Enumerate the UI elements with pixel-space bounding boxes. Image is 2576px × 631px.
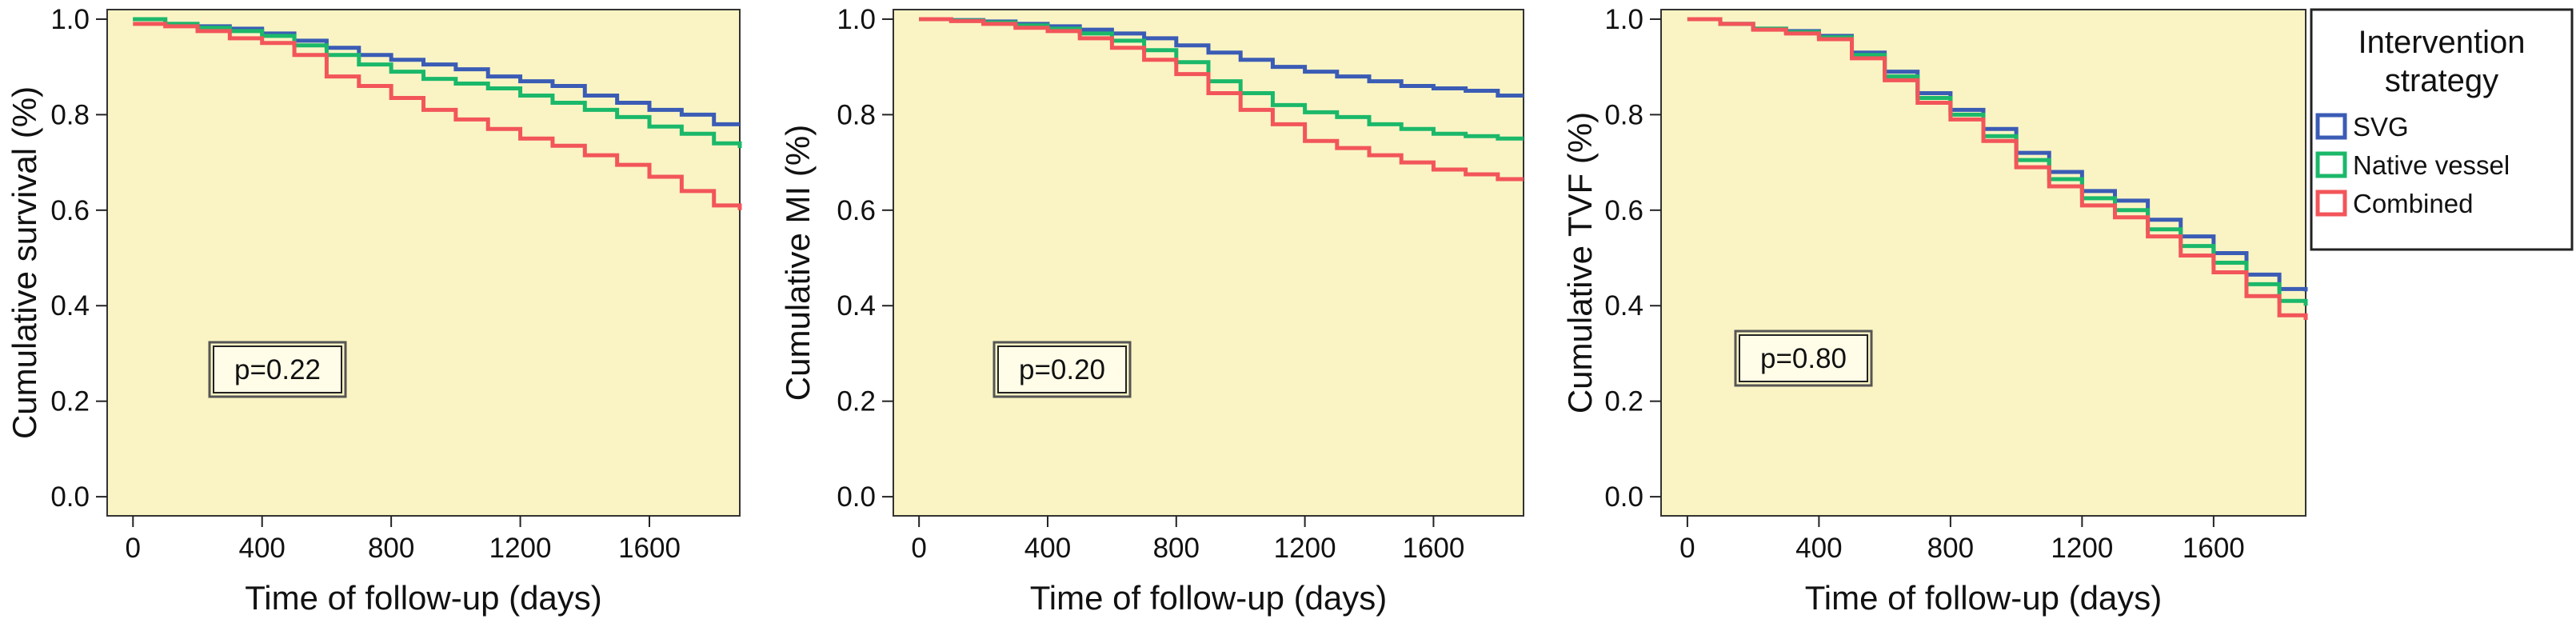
legend-swatch — [2315, 151, 2347, 178]
x-tick-label: 400 — [1795, 533, 1842, 564]
y-axis-title: Cumulative MI (%) — [779, 125, 817, 401]
legend-label: Native vessel — [2353, 150, 2510, 180]
x-axis-title: Time of follow-up (days) — [1805, 579, 2163, 617]
y-axis-title: Cumulative TVF (%) — [1561, 112, 1599, 413]
p-value-label: p=0.22 — [234, 354, 321, 385]
series-line-combined — [919, 17, 1524, 182]
x-tick-label: 800 — [1153, 533, 1200, 564]
series-line-svg — [133, 17, 740, 126]
x-tick-label: 1600 — [2183, 533, 2245, 564]
y-tick-label: 0.4 — [837, 290, 876, 321]
legend-entry-svg: SVG — [2315, 112, 2409, 142]
legend-entries: SVG Native vessel Combined — [2315, 112, 2510, 218]
x-tick-label: 1600 — [618, 533, 681, 564]
y-tick-label: 0.8 — [50, 99, 90, 130]
x-tick-label: 1200 — [489, 533, 552, 564]
y-tick-label: 0.4 — [1604, 290, 1643, 321]
y-tick-label: 0.0 — [1604, 481, 1643, 513]
y-tick-label: 1.0 — [1604, 4, 1643, 35]
series-line-native-vessel — [919, 17, 1524, 141]
x-tick-label: 1600 — [1402, 533, 1464, 564]
p-value-box — [997, 345, 1127, 393]
y-tick-label: 0.0 — [837, 481, 876, 513]
chart-panel-2: 0.0 0.2 0.4 0.6 0.8 1.0 0 400 800 1200 1600 Time of… — [779, 4, 1524, 617]
x-tick-label: 0 — [126, 533, 141, 564]
chart-panel-1: 0.0 0.2 0.4 0.6 0.8 1.0 0 400 800 1200 1600 Time of… — [6, 4, 742, 617]
y-tick-label: 0.2 — [837, 386, 876, 417]
y-tick-label: 0.6 — [1604, 195, 1643, 226]
chart-panel-3: 0.0 0.2 0.4 0.6 0.8 1.0 0 400 800 1200 1600 Time of… — [1561, 4, 2308, 617]
y-tick-label: 0.0 — [50, 481, 90, 513]
y-axis-title: Cumulative survival (%) — [6, 86, 43, 439]
legend-swatch — [2315, 113, 2347, 140]
x-tick-label: 1200 — [2051, 533, 2113, 564]
x-tick-label: 400 — [1024, 533, 1071, 564]
y-tick-label: 0.2 — [50, 386, 90, 417]
x-axis-title: Time of follow-up (days) — [245, 579, 602, 617]
x-tick-label: 1200 — [1274, 533, 1336, 564]
y-tick-label: 0.8 — [837, 99, 876, 130]
plot-area — [1660, 9, 2306, 517]
x-tick-label: 800 — [368, 533, 414, 564]
p-value-label: p=0.20 — [1019, 354, 1105, 385]
y-tick-label: 0.4 — [50, 290, 90, 321]
legend-label: SVG — [2353, 112, 2409, 142]
y-tick-label: 0.2 — [1604, 386, 1643, 417]
x-tick-label: 0 — [911, 533, 926, 564]
legend-entry-native-vessel: Native vessel — [2315, 150, 2510, 180]
p-value-box-outer — [992, 341, 1132, 398]
x-tick-label: 400 — [239, 533, 286, 564]
y-tick-label: 0.6 — [50, 195, 90, 226]
legend-box — [2310, 8, 2574, 251]
y-tick-label: 1.0 — [837, 4, 876, 35]
series-line-combined — [133, 22, 742, 210]
x-tick-label: 800 — [1927, 533, 1974, 564]
legend-swatch — [2315, 190, 2347, 217]
p-value-box — [1739, 334, 1868, 382]
y-tick-label: 0.8 — [1604, 99, 1643, 130]
legend: Intervention strategy SVG Native vessel Co… — [2310, 8, 2574, 251]
legend-entry-combined: Combined — [2315, 189, 2473, 218]
x-tick-label: 0 — [1679, 533, 1695, 564]
p-value-label: p=0.80 — [1760, 343, 1847, 374]
legend-title-line1: Intervention — [2358, 25, 2525, 60]
p-value-box-outer — [208, 341, 347, 398]
y-tick-label: 1.0 — [50, 4, 90, 35]
chart-panels: 0.0 0.2 0.4 0.6 0.8 1.0 0 400 800 1200 1600 Time of… — [6, 4, 2308, 617]
legend-title-line2: strategy — [2385, 63, 2498, 98]
series-line-native-vessel — [133, 17, 742, 149]
y-tick-label: 0.6 — [837, 195, 876, 226]
p-value-box-outer — [1734, 329, 1873, 387]
series-line-combined — [1687, 17, 2308, 321]
x-axis-title: Time of follow-up (days) — [1030, 579, 1388, 617]
legend-label: Combined — [2353, 189, 2473, 218]
p-value-box — [213, 345, 342, 393]
plot-area — [106, 9, 741, 517]
